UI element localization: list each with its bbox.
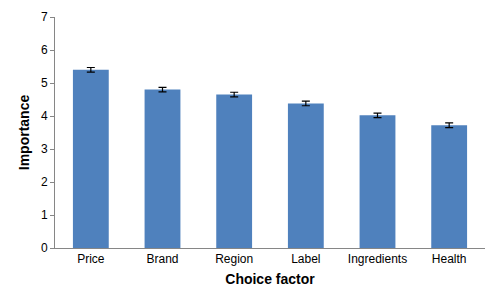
svg-text:7: 7 [41, 10, 48, 24]
svg-text:3: 3 [41, 142, 48, 156]
svg-text:6: 6 [41, 43, 48, 57]
svg-text:Region: Region [215, 252, 253, 266]
svg-text:4: 4 [41, 109, 48, 123]
svg-text:5: 5 [41, 76, 48, 90]
svg-text:2: 2 [41, 175, 48, 189]
svg-text:1: 1 [41, 208, 48, 222]
svg-text:Choice factor: Choice factor [225, 271, 315, 287]
svg-text:Health: Health [432, 252, 467, 266]
svg-text:Importance: Importance [16, 95, 32, 171]
svg-text:0: 0 [41, 241, 48, 255]
svg-text:Price: Price [77, 252, 105, 266]
svg-text:Ingredients: Ingredients [348, 252, 407, 266]
svg-text:Label: Label [291, 252, 320, 266]
svg-text:Brand: Brand [146, 252, 178, 266]
